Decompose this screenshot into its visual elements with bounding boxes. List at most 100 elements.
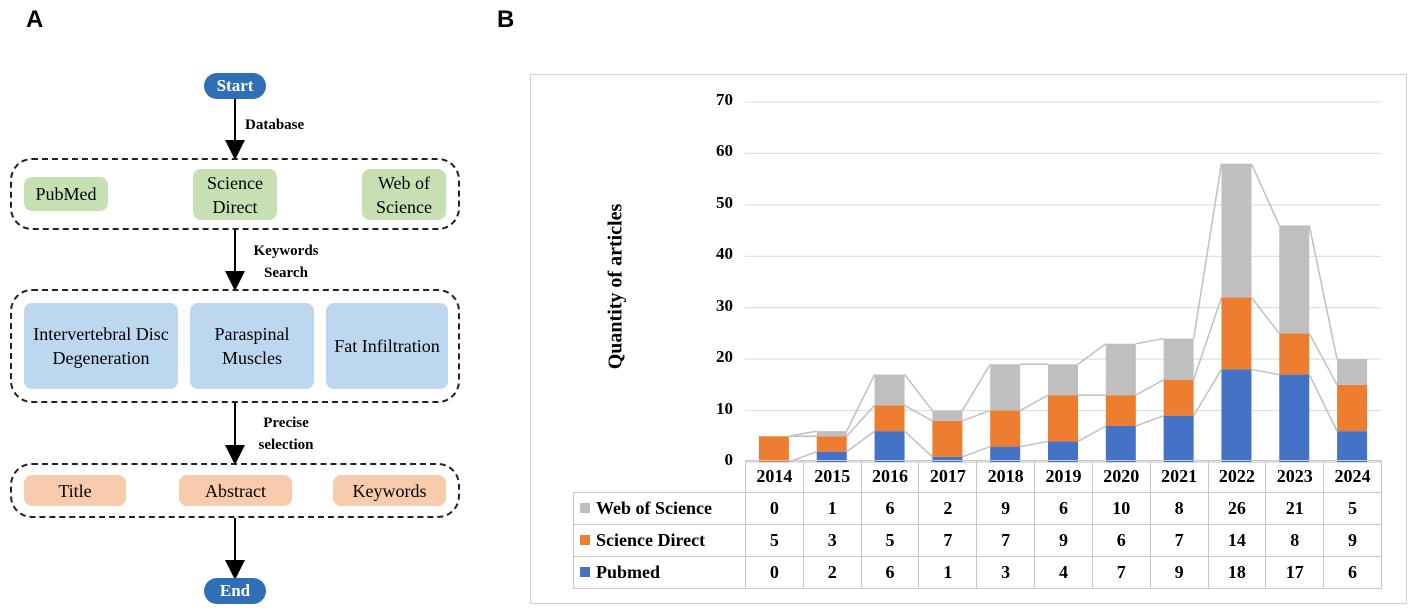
data-label: 6	[1091, 524, 1151, 557]
bar-web-of-science	[1337, 359, 1368, 385]
bar-web-of-science	[816, 431, 847, 437]
legend-label: Pubmed	[596, 562, 661, 582]
data-label: 8	[1265, 524, 1325, 557]
bar-pubmed	[1279, 374, 1310, 462]
y-tick-label: 60	[716, 141, 733, 161]
bar-science-direct	[932, 420, 963, 457]
series-line-web-of-science	[1192, 163, 1223, 339]
data-label: 4	[1034, 556, 1093, 589]
bar-web-of-science	[932, 410, 963, 421]
data-label: 10	[1091, 492, 1151, 525]
bar-pubmed	[1048, 441, 1078, 462]
bar-web-of-science	[1048, 364, 1078, 396]
data-label: 9	[1034, 524, 1093, 557]
series-line-science-direct	[1250, 296, 1280, 334]
data-label: 2	[802, 556, 862, 589]
bar-pubmed	[1337, 431, 1368, 462]
selection-title: Title	[24, 475, 126, 506]
x-tick-label: 2016	[860, 460, 920, 493]
series-line-science-direct	[962, 409, 991, 422]
bar-science-direct	[1105, 395, 1136, 426]
data-label: 3	[802, 524, 862, 557]
bar-web-of-science	[1279, 225, 1310, 334]
legend-swatch	[580, 567, 590, 577]
table-row-header: Science Direct	[573, 524, 746, 557]
end-node: End	[204, 578, 266, 604]
data-label: 5	[860, 524, 920, 557]
selection-group	[10, 463, 460, 518]
series-line-pubmed	[1077, 425, 1107, 443]
series-line-science-direct	[1308, 333, 1338, 386]
bar-web-of-science	[1221, 163, 1252, 298]
series-line-pubmed	[1251, 368, 1280, 376]
series-line-pubmed	[1135, 415, 1164, 427]
data-label: 7	[976, 524, 1036, 557]
table-row: Pubmed 0 2 6 1 3 4 7 9 18 17 6	[573, 556, 1382, 589]
data-label: 21	[1265, 492, 1325, 525]
series-line-web-of-science	[961, 363, 991, 411]
x-tick-label: 2019	[1034, 460, 1093, 493]
bar-web-of-science	[1163, 338, 1194, 380]
data-label: 7	[918, 524, 978, 557]
data-table: 2014 2015 2016 2017 2018 2019 2020 2021 2022 2023…	[573, 460, 1382, 589]
chart-frame	[530, 74, 1407, 604]
series-line-science-direct	[846, 404, 876, 437]
bar-pubmed	[1105, 426, 1136, 462]
data-label: 9	[1149, 556, 1209, 589]
x-tick-label: 2022	[1207, 460, 1267, 493]
bar-science-direct	[1279, 333, 1310, 375]
series-line-science-direct	[1135, 379, 1165, 396]
bar-science-direct	[874, 405, 905, 432]
series-line-web-of-science	[1135, 337, 1164, 345]
y-tick-label: 30	[716, 295, 733, 315]
bar-science-direct	[990, 410, 1021, 447]
x-tick-label: 2015	[802, 460, 862, 493]
bar-pubmed	[816, 451, 847, 462]
data-label: 14	[1207, 524, 1267, 557]
panel-label-a: A	[26, 6, 44, 33]
x-tick-label: 2024	[1323, 460, 1382, 493]
table-corner	[573, 460, 746, 493]
y-tick-label: 10	[716, 398, 733, 418]
bar-science-direct	[1163, 379, 1194, 416]
database-web-of-science: Web of Science	[362, 169, 446, 220]
keyword-intervertebral-disc: Intervertebral Disc Degeneration	[24, 303, 178, 389]
y-tick-label: 70	[716, 90, 733, 109]
bar-web-of-science	[990, 364, 1021, 411]
table-row: Science Direct 5 3 5 7 7 9 6 7 14 8 9	[573, 524, 1382, 557]
panel-label-b: B	[497, 6, 515, 33]
data-label: 9	[1323, 524, 1382, 557]
data-label: 7	[1091, 556, 1151, 589]
selection-keywords: Keywords	[333, 475, 446, 506]
bar-pubmed	[1221, 369, 1252, 462]
bar-science-direct	[816, 436, 847, 452]
data-label: 6	[860, 492, 920, 525]
series-line-pubmed	[1192, 369, 1223, 417]
data-label: 5	[1323, 492, 1382, 525]
keywords-group	[10, 289, 460, 403]
data-label: 7	[1149, 524, 1209, 557]
series-line-science-direct	[1192, 297, 1223, 380]
step-label-precise-selection: Precise selection	[258, 415, 314, 453]
table-row-header: Pubmed	[573, 556, 746, 589]
bar-pubmed	[932, 456, 963, 462]
y-tick-label: 0	[724, 450, 734, 469]
series-line-pubmed	[1308, 374, 1338, 432]
series-line-pubmed	[904, 430, 933, 458]
x-tick-label: 2018	[976, 460, 1036, 493]
series-line-web-of-science	[1250, 163, 1280, 226]
series-line-pubmed	[1020, 440, 1049, 448]
data-label: 2	[918, 492, 978, 525]
y-tick-label: 40	[716, 244, 733, 264]
x-tick-label: 2021	[1149, 460, 1209, 493]
series-line-web-of-science	[846, 374, 876, 432]
bar-science-direct	[1221, 297, 1252, 370]
data-label: 6	[1034, 492, 1093, 525]
x-tick-label: 2023	[1265, 460, 1325, 493]
series-line-pubmed	[846, 430, 875, 453]
series-line-web-of-science	[1077, 343, 1107, 365]
selection-abstract: Abstract	[179, 475, 292, 506]
keyword-paraspinal-muscles: Paraspinal Muscles	[190, 303, 314, 389]
data-label: 8	[1149, 492, 1209, 525]
